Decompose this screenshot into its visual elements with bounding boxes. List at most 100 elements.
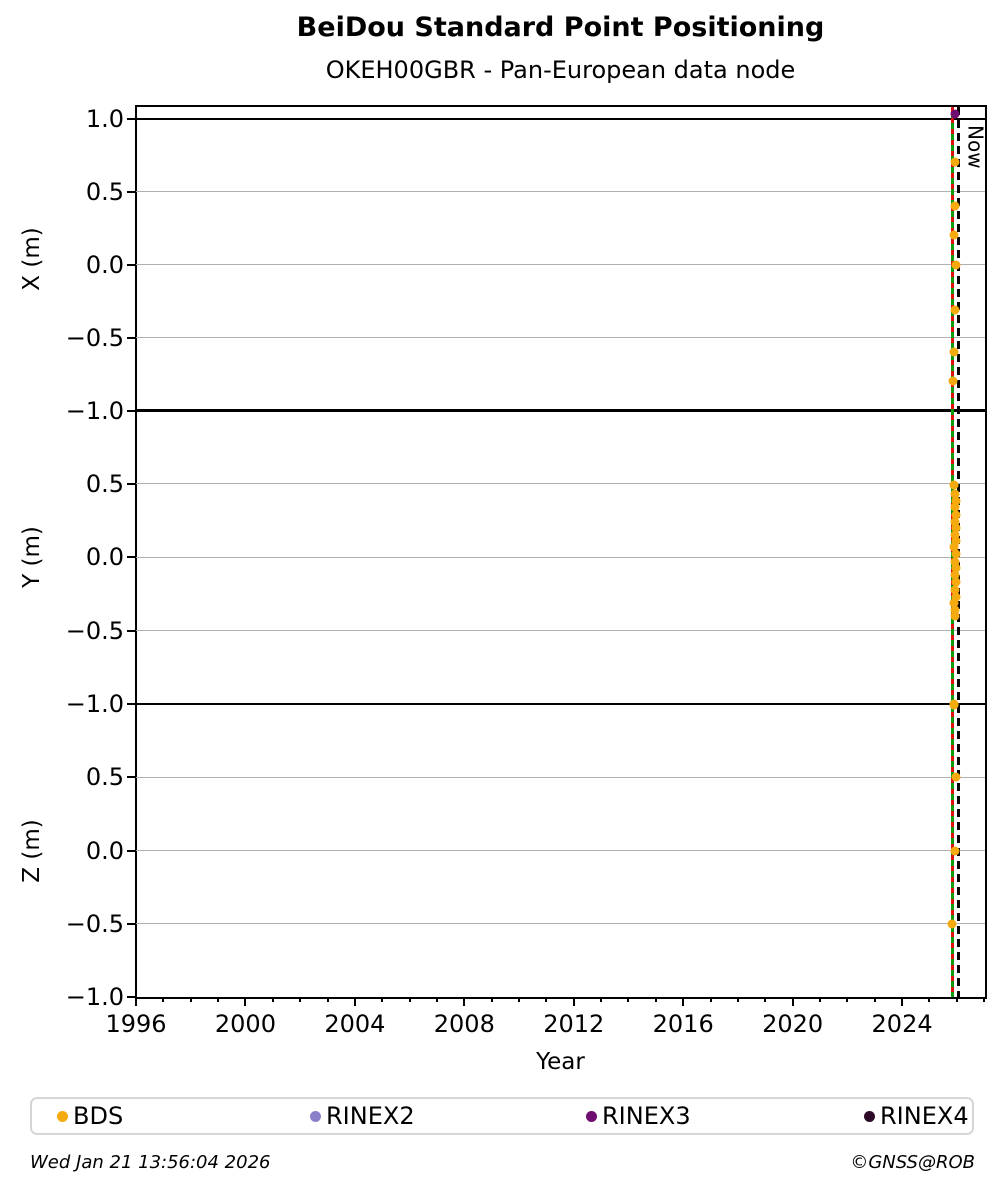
y-tick-label: −1.0	[65, 983, 124, 1011]
plot-right-spine	[985, 105, 987, 999]
grid-line	[136, 337, 985, 338]
x-minor-tick	[162, 997, 165, 1002]
x-major-tick	[353, 997, 356, 1006]
data-point-bds	[950, 305, 960, 315]
x-tick-label: 2000	[214, 1010, 276, 1038]
y-axis-label: Z (m)	[19, 818, 45, 883]
credit: ©GNSS@ROB	[850, 1152, 975, 1173]
panel-boundary	[135, 409, 986, 412]
y-tick-mark	[127, 849, 135, 852]
data-point-bds	[951, 536, 961, 546]
x-minor-tick	[435, 997, 438, 1002]
y-tick-label: −0.5	[65, 909, 124, 938]
grid-line	[136, 483, 985, 485]
y-tick-mark	[127, 629, 135, 632]
chart-subtitle: OKEH00GBR - Pan-European data node	[325, 56, 796, 84]
x-major-tick	[572, 997, 575, 1006]
y-tick-label: −0.5	[65, 616, 124, 645]
plot-left-spine	[135, 105, 137, 999]
x-tick-label: 2024	[871, 1010, 933, 1038]
data-point-bds	[950, 201, 960, 211]
x-tick-label: 2020	[762, 1010, 824, 1038]
x-major-tick	[244, 997, 247, 1006]
y-tick-label: −1.0	[65, 396, 124, 425]
grid-line	[136, 264, 985, 265]
data-point-bds	[949, 480, 959, 490]
y-tick-label: 1.0	[85, 104, 124, 133]
data-point-bds	[949, 700, 959, 710]
data-point-bds	[950, 157, 960, 167]
data-point-bds	[949, 542, 959, 552]
y-tick-mark	[127, 996, 135, 998]
y-tick-mark	[127, 482, 135, 485]
timestamp: Wed Jan 21 13:56:04 2026	[30, 1152, 271, 1173]
x-minor-tick	[764, 997, 767, 1002]
y-tick-mark	[127, 703, 135, 705]
grid-line	[136, 776, 985, 778]
x-major-tick	[791, 997, 794, 1006]
data-point-bds	[950, 605, 960, 615]
y-tick-mark	[127, 556, 135, 559]
x-minor-tick	[873, 997, 876, 1002]
data-point-bds	[951, 496, 961, 506]
y-axis-label: X (m)	[19, 227, 45, 291]
data-point-bds	[951, 563, 961, 573]
bound-line	[136, 117, 985, 120]
x-tick-label: 2008	[433, 1010, 495, 1038]
y-tick-mark	[127, 776, 135, 779]
x-major-tick	[463, 997, 466, 1006]
x-tick-label: 2016	[652, 1010, 714, 1038]
x-minor-tick	[381, 997, 384, 1002]
x-minor-tick	[928, 997, 931, 1002]
data-point-bds	[950, 570, 960, 580]
x-minor-tick	[299, 997, 302, 1002]
x-major-tick	[682, 997, 685, 1006]
x-tick-label: 2004	[324, 1010, 386, 1038]
x-minor-tick	[955, 997, 958, 1002]
x-minor-tick	[654, 997, 657, 1002]
grid-line	[136, 923, 985, 925]
data-point-bds	[951, 592, 961, 602]
legend-marker-rinex3	[586, 1111, 597, 1122]
y-tick-mark	[127, 117, 135, 120]
x-minor-tick	[545, 997, 548, 1002]
plot-bottom-spine	[135, 997, 987, 999]
data-point-bds	[950, 517, 960, 527]
y-tick-mark	[127, 336, 135, 339]
data-point-bds	[951, 549, 961, 559]
legend-label: BDS	[73, 1102, 124, 1130]
y-tick-label: 0.5	[85, 177, 124, 206]
data-point-bds	[950, 530, 960, 540]
y-axis-label: Y (m)	[19, 526, 45, 589]
grid-line	[136, 191, 985, 192]
x-minor-tick	[736, 997, 739, 1002]
chart-title: BeiDou Standard Point Positioning	[296, 12, 825, 43]
y-tick-label: −1.0	[65, 690, 124, 718]
x-minor-tick	[819, 997, 821, 1002]
y-tick-mark	[127, 922, 135, 925]
legend-marker-rinex2	[310, 1111, 321, 1122]
x-minor-tick	[271, 997, 274, 1002]
y-tick-mark	[127, 190, 135, 193]
plot-top-spine	[135, 105, 987, 107]
x-tick-label: 2012	[543, 1010, 605, 1038]
grid-line	[136, 630, 985, 632]
legend-label: RINEX4	[880, 1102, 969, 1130]
y-tick-label: 0.0	[85, 250, 124, 279]
data-point-bds	[950, 585, 960, 595]
data-point-bds	[950, 489, 960, 499]
x-axis-label: Year	[536, 1049, 585, 1075]
x-minor-tick	[627, 997, 630, 1002]
x-minor-tick	[846, 997, 849, 1002]
panel-boundary	[135, 702, 986, 706]
x-minor-tick	[518, 997, 521, 1002]
x-major-tick	[135, 997, 137, 1006]
data-point-bds	[949, 347, 959, 357]
x-minor-tick	[189, 997, 192, 1002]
y-tick-label: 0.5	[85, 469, 124, 498]
data-point-bds	[950, 611, 960, 621]
now-line-label: Now	[963, 125, 988, 169]
y-tick-label: 0.0	[85, 543, 124, 572]
data-point-bds	[951, 510, 961, 520]
